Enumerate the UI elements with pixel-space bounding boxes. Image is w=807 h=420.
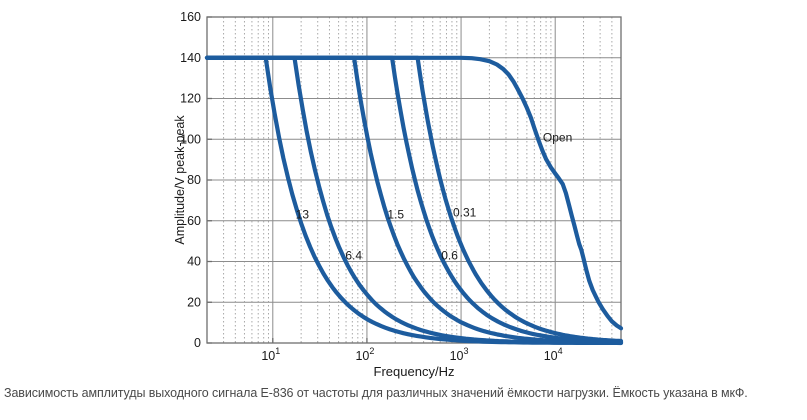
y-tick-label: 40 <box>187 255 201 269</box>
amplitude-frequency-chart: 13 6.4 1.5 0.6 0.31 Open 0 20 40 60 80 100 120 140 160… <box>173 10 624 379</box>
curve-0.6 <box>204 55 624 344</box>
curve-0.31 <box>204 55 624 344</box>
curve-label-0.31: 0.31 <box>453 206 477 220</box>
y-tick-label: 100 <box>180 132 201 146</box>
curve-label-6.4: 6.4 <box>345 248 362 262</box>
y-tick-label: 20 <box>187 295 201 309</box>
curve-Open <box>204 55 624 331</box>
y-axis-title: Amplitude/V peak-peak <box>173 115 187 245</box>
curve-label-1.5: 1.5 <box>387 208 404 222</box>
curve-label-open: Open <box>543 130 572 144</box>
x-tick-label: 102 <box>355 346 374 363</box>
y-tick-label: 0 <box>194 336 201 350</box>
x-tick-label: 104 <box>544 346 563 363</box>
y-tick-label: 60 <box>187 214 201 228</box>
y-tick-label: 120 <box>180 92 201 106</box>
figure-caption: Зависимость амплитуды выходного сигнала … <box>4 386 748 400</box>
y-tick-label: 140 <box>180 51 201 65</box>
curve-label-13: 13 <box>296 208 310 222</box>
x-axis-title: Frequency/Hz <box>374 364 455 379</box>
x-tick-label: 101 <box>261 346 280 363</box>
y-tick-label: 80 <box>187 173 201 187</box>
x-tick-label: 103 <box>450 346 469 363</box>
curve-label-0.6: 0.6 <box>441 248 458 262</box>
y-tick-label: 160 <box>180 10 201 24</box>
